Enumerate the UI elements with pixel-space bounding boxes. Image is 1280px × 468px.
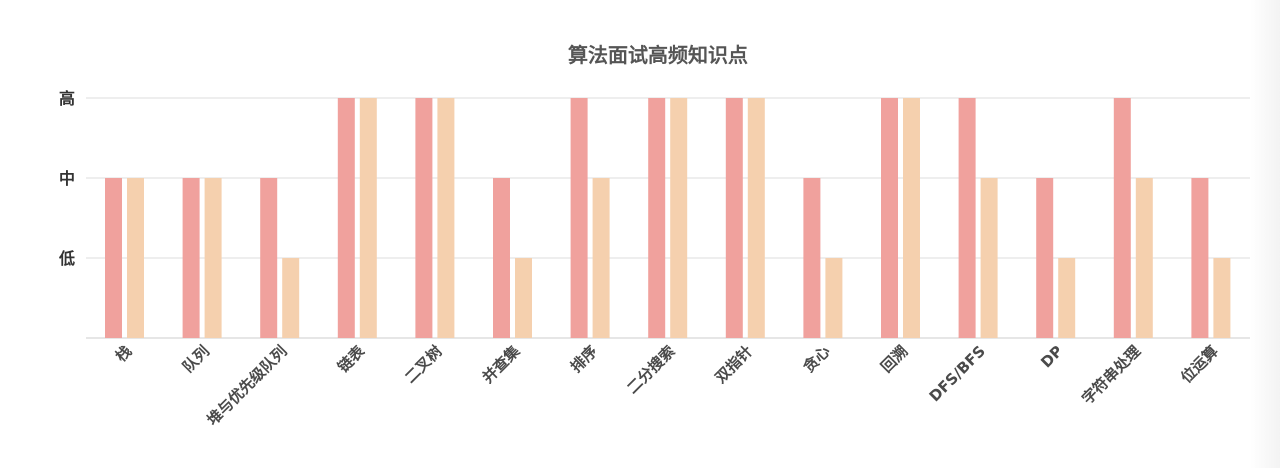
- bar-series-1: [1191, 178, 1209, 338]
- bar-series-2: [592, 178, 610, 338]
- bar-series-2: [825, 258, 843, 338]
- x-tick-label: 排序: [567, 342, 601, 376]
- bars: [105, 98, 1231, 338]
- bar-series-2: [437, 98, 455, 338]
- bar-series-2: [747, 98, 765, 338]
- y-tick-label: 中: [59, 169, 75, 188]
- x-tick-label: 栈: [112, 342, 135, 365]
- window-edge: [1250, 0, 1280, 468]
- x-tick-label: 并查集: [479, 341, 524, 386]
- bar-series-1: [182, 178, 200, 338]
- bar-series-1: [415, 98, 433, 338]
- bar-series-1: [881, 98, 898, 338]
- y-axis-tick-labels: 低中高: [58, 89, 75, 268]
- bar-series-1: [803, 178, 821, 338]
- bar-series-2: [1058, 258, 1076, 338]
- x-tick-label: DFS/BFS: [926, 342, 989, 405]
- x-tick-label: 双指针: [712, 342, 757, 387]
- x-tick-label: 堆与优先级队列: [204, 342, 291, 429]
- bar-series-1: [260, 178, 278, 338]
- bar-series-2: [204, 178, 222, 338]
- x-tick-label: 二叉树: [401, 342, 446, 387]
- bar-series-1: [570, 98, 588, 338]
- bar-series-1: [1036, 178, 1054, 338]
- bar-series-2: [903, 98, 920, 338]
- bar-series-1: [958, 98, 976, 338]
- x-tick-label: 回溯: [877, 342, 911, 376]
- bar-series-2: [980, 178, 998, 338]
- x-tick-label: DP: [1037, 342, 1066, 371]
- bar-series-1: [648, 98, 666, 338]
- bar-series-2: [127, 178, 144, 338]
- bar-series-2: [359, 98, 377, 338]
- bar-series-1: [1113, 98, 1131, 338]
- y-tick-label: 高: [59, 89, 75, 108]
- bar-series-2: [670, 98, 688, 338]
- x-tick-label: 字符串处理: [1078, 342, 1144, 408]
- x-tick-label: 二分搜索: [623, 342, 678, 397]
- bar-series-1: [725, 98, 743, 338]
- bar-series-1: [105, 178, 122, 338]
- chart-title: 算法面试高频知识点: [568, 43, 748, 67]
- x-tick-label: 贪心: [800, 342, 834, 376]
- bar-series-2: [1135, 178, 1153, 338]
- bar-series-1: [337, 98, 355, 338]
- x-tick-label: 位运算: [1177, 342, 1222, 387]
- x-tick-label: 链表: [334, 341, 369, 376]
- bar-series-2: [515, 258, 532, 338]
- bar-series-2: [1213, 258, 1231, 338]
- grid-lines: [86, 97, 1250, 339]
- x-tick-label: 队列: [179, 342, 213, 376]
- y-tick-label: 低: [58, 249, 75, 268]
- bar-series-2: [282, 258, 300, 338]
- bar-series-1: [493, 178, 510, 338]
